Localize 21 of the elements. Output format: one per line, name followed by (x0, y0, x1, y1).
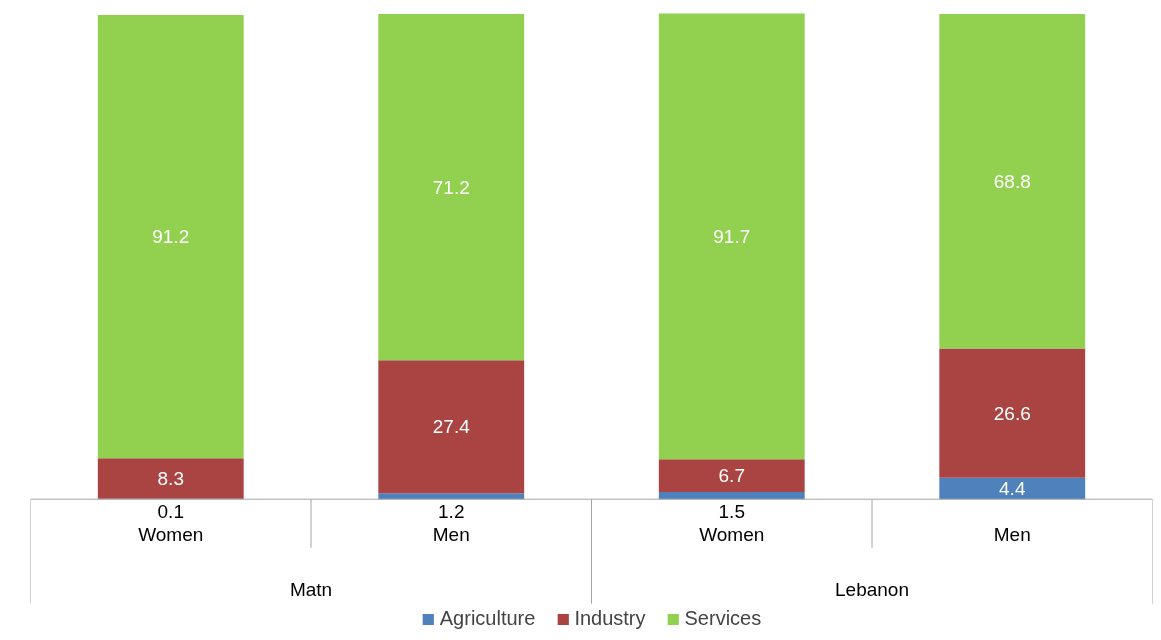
legend-label: Agriculture (439, 607, 536, 630)
data-label: 68.8 (993, 170, 1031, 192)
data-label: 0.1 (157, 501, 184, 523)
text: Matn (289, 578, 333, 600)
x-tick-label: Men (993, 523, 1031, 545)
data-label: 1.5 (718, 501, 745, 523)
data-label: 1.2 (438, 501, 465, 523)
data-label: 6.7 (718, 465, 745, 487)
data-label: 8.3 (157, 468, 184, 490)
data-label: 4.4 (999, 478, 1026, 500)
x-tick-label: Women (699, 523, 765, 545)
data-label: 91.2 (152, 226, 190, 248)
text: Lebanon (835, 578, 909, 600)
x-tick-label: Men (432, 523, 470, 545)
data-label: 71.2 (432, 176, 470, 198)
x-tick-label: Women (138, 523, 204, 545)
data-label: 91.7 (713, 225, 751, 247)
legend-label: Services (684, 607, 762, 630)
legend-label: Industry (574, 607, 646, 630)
data-label: 26.6 (993, 402, 1031, 424)
data-label: 27.4 (432, 416, 471, 438)
